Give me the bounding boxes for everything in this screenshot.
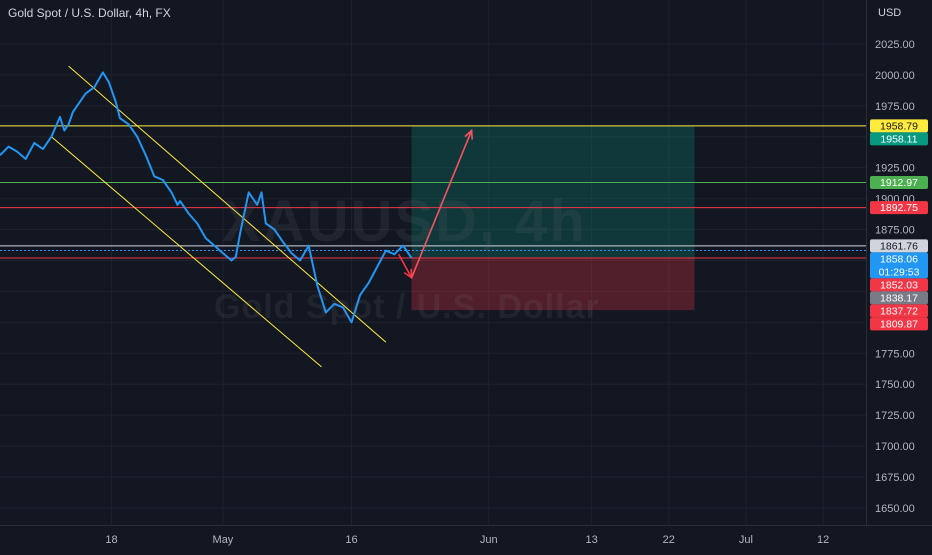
price-badge-label: 1892.75: [880, 202, 918, 214]
price-badge-1958.79: [870, 119, 928, 133]
price-badge-1838.17: [870, 291, 928, 305]
price-badge-label: 1852.03: [880, 279, 918, 291]
price-badge-label: 1861.76: [880, 240, 918, 252]
position-profit-zone[interactable]: [411, 125, 695, 258]
price-badge-label: 1958.11: [880, 133, 917, 145]
channel-line-lower[interactable]: [51, 136, 322, 368]
x-tick-label: Jul: [739, 534, 753, 546]
price-badge-label: 1912.97: [880, 177, 918, 189]
x-tick-label: 22: [663, 534, 675, 546]
price-badge-label: 1858.06: [880, 253, 918, 265]
y-tick-label: 1675.00: [875, 472, 915, 484]
y-tick-label: 2000.00: [875, 70, 915, 82]
channel-line-upper[interactable]: [68, 65, 387, 343]
price-badge-1809.87: [870, 317, 928, 331]
y-tick-label: 1925.00: [875, 163, 915, 175]
price-badge-1858.06: [870, 252, 928, 279]
x-tick-label: 13: [585, 534, 597, 546]
price-badge-1852.03: [870, 278, 928, 292]
x-tick-label: 12: [817, 534, 829, 546]
price-series-line[interactable]: [0, 71, 413, 324]
y-tick-label: 1700.00: [875, 441, 915, 453]
x-tick-label: 18: [105, 534, 117, 546]
x-tick-label: May: [213, 534, 234, 546]
y-tick-label: 1725.00: [875, 410, 915, 422]
price-badge-1892.75: [870, 201, 928, 215]
y-tick-label: 1750.00: [875, 379, 915, 391]
price-badge-label: 1837.72: [880, 305, 918, 317]
arrow-line-2[interactable]: [410, 130, 473, 279]
chart-title: Gold Spot / U.S. Dollar, 4h, FX: [8, 6, 171, 20]
x-tick-label: 16: [345, 534, 357, 546]
position-loss-zone[interactable]: [411, 257, 695, 311]
countdown-label: 01:29:53: [879, 266, 920, 278]
price-badge-1912.97: [870, 176, 928, 190]
currency-label: USD: [878, 7, 901, 19]
x-tick-label: Jun: [480, 534, 498, 546]
time-axis-panel[interactable]: [0, 525, 932, 550]
price-badge-1861.76: [870, 239, 928, 253]
arrow-line-1[interactable]: [398, 253, 413, 279]
price-badge-label: 1838.17: [880, 292, 918, 304]
y-tick-label: 1975.00: [875, 101, 915, 113]
y-tick-label: 1650.00: [875, 503, 915, 515]
price-badge-label: 1809.87: [880, 318, 918, 330]
price-badge-1837.72: [870, 304, 928, 318]
y-tick-label: 1775.00: [875, 348, 915, 360]
arrow-head-2: [464, 128, 473, 140]
y-tick-label: 2025.00: [875, 39, 915, 51]
y-tick-label: 1875.00: [875, 225, 915, 237]
price-badge-label: 1958.79: [880, 120, 918, 132]
price-badge-1958.11: [870, 132, 928, 146]
